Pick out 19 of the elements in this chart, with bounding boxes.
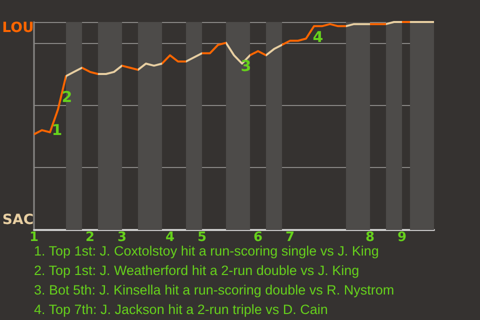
x-tick-label: 9 (397, 230, 407, 245)
x-tick-label: 8 (365, 230, 375, 245)
x-tick-label: 7 (285, 230, 295, 245)
annotation: 1 (52, 121, 62, 139)
x-tick-label: 1 (29, 230, 39, 245)
annotation: 4 (312, 28, 324, 46)
text: 2. Top 1st: J. Weatherford hit a 2-run double vs J. King (34, 263, 360, 278)
text: SAC (2, 212, 34, 228)
x-tick-label: 4 (165, 230, 175, 245)
text: 1. Top 1st: J. Coxtolstoy hit a run-scoring single vs J. King (34, 244, 379, 258)
x-tick-label: 3 (117, 230, 127, 245)
text: 3. Bot 5th: J. Kinsella hit a run-scoring double vs R. Nystrom (34, 282, 394, 298)
x-tick-label: 5 (197, 230, 207, 245)
x-tick-label: 6 (253, 230, 263, 245)
annotation: 2 (62, 88, 72, 106)
text: 4. Top 7th: J. Jackson hit a 2-run triple vs D. Cain (34, 302, 328, 317)
text: LOU (2, 20, 34, 36)
x-tick-label: 2 (85, 230, 95, 245)
annotation: 3 (240, 57, 252, 75)
